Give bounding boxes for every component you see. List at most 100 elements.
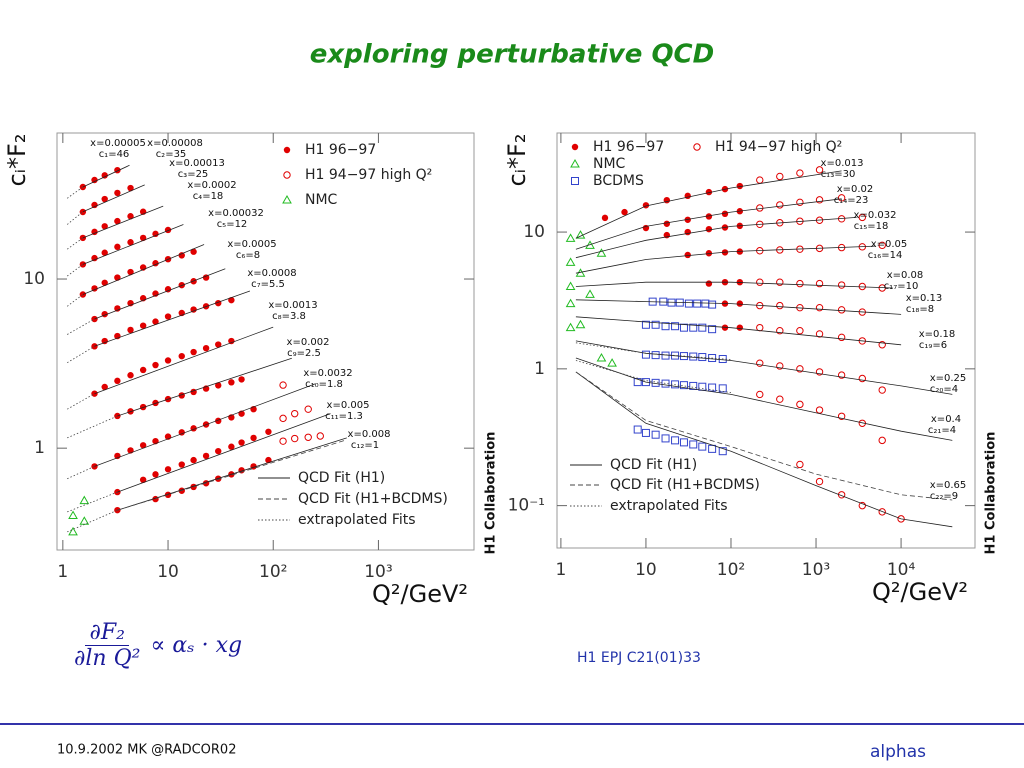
- point: [79, 208, 87, 216]
- numerator: ∂F₂: [85, 620, 129, 646]
- legend-label: H1 96−97: [593, 139, 664, 155]
- bin-label: c₁₆=14: [868, 250, 903, 261]
- denominator: ∂ln Q²: [74, 646, 141, 671]
- point: [228, 337, 235, 345]
- point: [661, 379, 670, 388]
- point: [796, 279, 804, 288]
- point: [79, 291, 87, 298]
- point: [164, 313, 172, 320]
- bin-label: x=0.00032: [208, 208, 264, 219]
- plot-frame: [556, 132, 976, 549]
- point: [815, 368, 824, 376]
- point: [91, 176, 98, 184]
- point: [701, 299, 710, 308]
- point: [127, 184, 134, 192]
- legend-label: NMC: [305, 192, 338, 208]
- legend-label: H1 96−97: [305, 142, 376, 158]
- point: [776, 172, 784, 181]
- point: [101, 249, 108, 256]
- legend-label: NMC: [593, 156, 626, 172]
- point: [756, 278, 764, 286]
- x-tick-label: 10: [635, 560, 657, 580]
- bin-label: x=0.005: [327, 400, 370, 411]
- legend-label: extrapolated Fits: [610, 498, 728, 514]
- y-tick-label: 10: [523, 222, 545, 242]
- point: [651, 320, 660, 329]
- bin-label: x=0.00005: [90, 138, 146, 149]
- x-axis-label: Q²/GeV²: [872, 578, 968, 606]
- point: [114, 377, 121, 385]
- point: [202, 344, 210, 352]
- point: [837, 281, 846, 289]
- bin-label: x=0.13: [906, 293, 943, 304]
- point: [91, 228, 98, 236]
- point: [708, 444, 717, 453]
- legend-symbol: [282, 194, 292, 204]
- point: [705, 225, 713, 233]
- legend-label: QCD Fit (H1): [610, 457, 697, 473]
- point: [101, 383, 108, 391]
- y-tick-label: 1: [34, 438, 45, 458]
- point: [736, 324, 744, 331]
- point: [815, 477, 824, 486]
- point: [708, 325, 717, 334]
- fit-line: [575, 170, 953, 528]
- formula-rest: ∝ αₛ · xg: [150, 633, 243, 658]
- point: [114, 189, 121, 197]
- x-tick-label: 10²: [259, 562, 287, 582]
- point: [601, 214, 609, 222]
- point: [265, 428, 272, 435]
- point: [596, 353, 607, 362]
- point: [815, 279, 824, 288]
- bin-label: c₁₀=1.8: [305, 379, 343, 390]
- point: [621, 208, 628, 216]
- point: [878, 386, 886, 394]
- bin-label: x=0.002: [287, 337, 330, 348]
- point: [316, 432, 324, 440]
- collaboration-label: H1 Collaboration: [484, 432, 499, 555]
- point: [684, 251, 691, 259]
- point: [736, 300, 744, 307]
- point: [101, 195, 108, 203]
- point: [815, 166, 824, 174]
- bin-label: x=0.02: [837, 184, 874, 195]
- legend-label: BCDMS: [593, 173, 644, 189]
- point: [698, 382, 707, 391]
- point: [101, 279, 108, 286]
- point: [164, 286, 172, 293]
- bin-label: x=0.05: [871, 239, 908, 250]
- fit-line: [66, 186, 118, 533]
- point: [291, 409, 299, 418]
- point: [815, 303, 824, 312]
- point: [796, 198, 804, 207]
- bin-label: x=0.0032: [303, 368, 352, 379]
- formula: ∂F₂ ∂ln Q² ∝ αₛ · xg: [70, 620, 242, 671]
- legend-label: QCD Fit (H1): [298, 470, 385, 486]
- footer-left: 10.9.2002 MK @RADCOR02: [57, 743, 236, 758]
- legend-label: extrapolated Fits: [298, 512, 416, 528]
- point: [796, 169, 804, 177]
- point: [684, 299, 693, 308]
- bin-label: x=0.032: [854, 210, 897, 221]
- bin-label: x=0.65: [930, 480, 967, 491]
- point: [79, 183, 87, 191]
- bin-label: c₁₁=1.3: [325, 411, 363, 422]
- citation: H1 EPJ C21(01)33: [577, 650, 701, 666]
- point: [585, 289, 595, 298]
- point: [127, 239, 134, 246]
- point: [776, 301, 784, 310]
- point: [101, 223, 108, 230]
- bin-label: c₅=12: [217, 219, 248, 230]
- point: [565, 281, 576, 290]
- point: [796, 460, 804, 469]
- point: [776, 362, 784, 370]
- point: [127, 326, 134, 334]
- legend-symbol: [571, 143, 579, 151]
- point: [897, 515, 905, 523]
- legend-label: H1 94−97 high Q²: [305, 167, 432, 183]
- point: [565, 298, 576, 308]
- point: [114, 243, 121, 251]
- bin-label: x=0.00008: [147, 138, 203, 149]
- point: [139, 366, 147, 374]
- legend-label: QCD Fit (H1+BCDMS): [610, 477, 760, 493]
